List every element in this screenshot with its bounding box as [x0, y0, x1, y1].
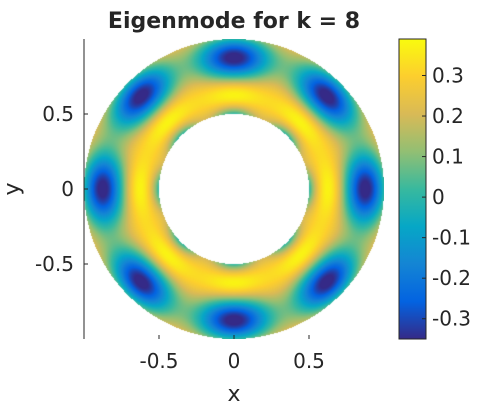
eigenmode-heatmap: [84, 39, 384, 339]
plot-area: -0.5 0 0.5 x 0.5 0 -0.5 y: [0, 39, 384, 407]
colorbar: 0.3 0.2 0.1 0 -0.1 -0.2 -0.3: [398, 38, 471, 340]
y-tick-label: -0.5: [35, 252, 74, 276]
colorbar-tick-label: 0.1: [432, 145, 464, 169]
x-axis: -0.5 0 0.5 x: [139, 335, 325, 407]
colorbar-tick-label: 0.3: [432, 63, 464, 87]
x-tick-label: 0.5: [293, 349, 325, 373]
colorbar-tick-label: -0.1: [432, 226, 471, 250]
x-tick-label: -0.5: [139, 349, 178, 373]
colorbar-tick-label: 0: [432, 185, 445, 209]
x-axis-label: x: [227, 382, 240, 407]
colorbar-tick-label: -0.2: [432, 266, 471, 290]
colorbar-gradient: [398, 38, 427, 340]
y-axis-label: y: [0, 182, 25, 195]
chart-title: Eigenmode for k = 8: [108, 9, 360, 34]
y-tick-label: 0: [61, 177, 74, 201]
colorbar-tick-label: 0.2: [432, 104, 464, 128]
y-axis: 0.5 0 -0.5 y: [0, 39, 88, 339]
colorbar-tick-label: -0.3: [432, 307, 471, 331]
y-tick-label: 0.5: [42, 102, 74, 126]
x-tick-label: 0: [228, 349, 241, 373]
